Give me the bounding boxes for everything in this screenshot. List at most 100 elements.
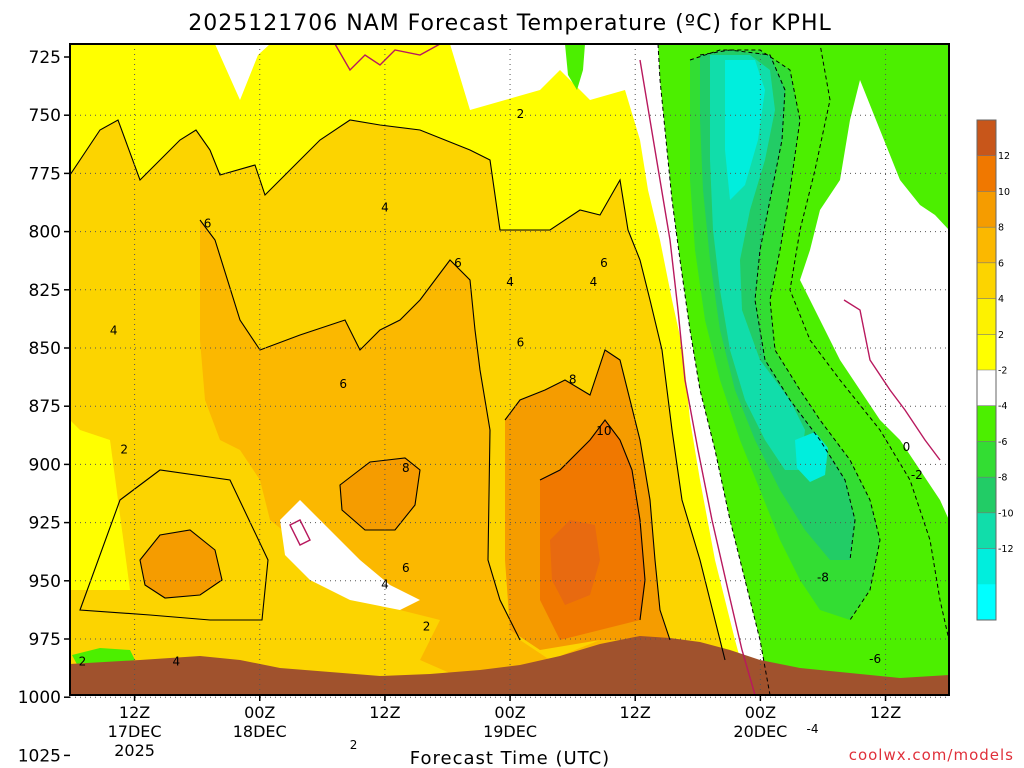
y-tick-label-1025: 1025 [18, 746, 61, 766]
contour-label: 6 [454, 256, 462, 270]
contour-minus-4c [740, 44, 949, 641]
colorbar-label: -12 [998, 544, 1014, 555]
contour-label: 4 [590, 275, 598, 289]
x-tick-label-time: 00Z [745, 703, 776, 722]
gridlines [70, 44, 949, 698]
contour-label: -6 [869, 652, 881, 666]
colorbar-label: 10 [998, 187, 1010, 198]
contour-lines [70, 119, 726, 661]
colorbar-label: 6 [998, 258, 1004, 269]
contour-minus-8c [699, 49, 856, 561]
colorbar-swatch [977, 262, 996, 300]
contour-0c-a [639, 59, 756, 695]
colorbar-swatch [977, 512, 996, 550]
colorbar-label: -2 [998, 366, 1007, 377]
y-tick-label-850: 850 [29, 339, 61, 359]
contour-label: 4 [110, 324, 118, 338]
plot-area [70, 44, 949, 695]
contour-label: 6 [402, 561, 410, 575]
contour-6c-west [139, 529, 223, 599]
x-tick-label-time: 12Z [870, 703, 901, 722]
band-6-8c-region [200, 220, 700, 695]
y-tick-label-800: 800 [29, 223, 61, 243]
x-tick-label-time: 00Z [494, 703, 525, 722]
colorbar-legend: 12 10 8 6 4 2 -2 -4 -6 -8 -10 -12 [976, 119, 1014, 621]
colorbar-swatch [977, 298, 996, 335]
colorbar-swatch [977, 477, 996, 514]
colorbar-swatch [977, 405, 996, 442]
x-tick-label-date: 17DEC [108, 722, 162, 741]
colorbar-swatch [977, 334, 996, 371]
colorbar-label: -6 [998, 437, 1007, 448]
x-tick-label-date: 18DEC [233, 722, 287, 741]
contour-8c [504, 349, 671, 641]
contour-label: 6 [600, 256, 608, 270]
contour-label: 10 [596, 424, 611, 438]
contour-label: 4 [506, 275, 514, 289]
colorbar-label: 4 [998, 294, 1004, 305]
contour-8c-center [339, 457, 421, 531]
contour-label: 0 [903, 440, 911, 454]
contour-2c [70, 119, 726, 661]
band-minus-2-0c-region [800, 44, 949, 695]
contour-label: 2 [79, 654, 87, 668]
y-tick-label-1000: 1000 [18, 688, 61, 708]
contour-4c-west [79, 469, 269, 621]
x-tick-label-time: 12Z [119, 703, 150, 722]
y-tick-label-925: 925 [29, 514, 61, 534]
y-tick-label-950: 950 [29, 572, 61, 592]
y-axis: 725 750 775 800 825 850 875 900 925 950 975 1000 102… [18, 48, 70, 766]
contour-label: 2 [517, 107, 525, 121]
contour-label: 6 [517, 335, 525, 349]
colorbar-label: -8 [998, 473, 1007, 484]
contour-0c-b [334, 44, 441, 72]
contour-label: 6 [204, 217, 212, 231]
colorbar-swatch [977, 191, 996, 228]
freezing-contours [289, 44, 941, 695]
y-tick-label-725: 725 [29, 48, 61, 68]
terrain-ground-region [70, 636, 949, 695]
contour-label: 8 [402, 461, 410, 475]
y-tick-label-900: 900 [29, 455, 61, 475]
x-tick-label-year: 2025 [114, 741, 155, 760]
contour-minus-6c [689, 49, 881, 621]
contour-0c-d [289, 519, 311, 546]
colorbar-label: -10 [998, 508, 1014, 519]
contour-label: 2 [120, 442, 128, 456]
y-tick-label-875: 875 [29, 397, 61, 417]
y-tick-label-975: 975 [29, 630, 61, 650]
contour-label: 6 [339, 377, 347, 391]
colorbar-swatch [977, 584, 996, 621]
colorbar-swatch [977, 227, 996, 264]
colorbar-swatch [977, 441, 996, 478]
colorbar-label: -4 [998, 401, 1007, 412]
contour-label: 4 [172, 654, 180, 668]
chart-title: 2025121706 NAM Forecast Temperature (ºC)… [188, 11, 832, 36]
y-tick-label-825: 825 [29, 281, 61, 301]
contour-label: 2 [350, 738, 358, 752]
colorbar-swatch [977, 548, 996, 585]
x-tick-label-time: 12Z [369, 703, 400, 722]
cold-pocket-center-region [280, 500, 420, 610]
y-tick-label-775: 775 [29, 164, 61, 184]
colorbar-swatch [977, 155, 996, 192]
contour-minus-2c [657, 44, 771, 695]
colorbar-label: 2 [998, 330, 1004, 341]
x-axis-label: Forecast Time (UTC) [410, 748, 610, 768]
x-tick-label-time: 12Z [620, 703, 651, 722]
credit-link[interactable]: coolwx.com/models [849, 746, 1014, 764]
colorbar-swatch [977, 370, 996, 407]
colorbar-label: 12 [998, 151, 1010, 162]
band-below-minus-12c-region [725, 60, 828, 482]
warm-pocket-top-left-region [94, 185, 118, 272]
x-tick-label-date: 19DEC [483, 722, 537, 741]
contour-label: 4 [381, 200, 389, 214]
contour-6c [199, 219, 521, 641]
cold-strip-minus-2-region [565, 44, 585, 90]
colorbar-label: 8 [998, 223, 1004, 234]
contour-label: 2 [423, 619, 431, 633]
contour-0c-c [843, 299, 941, 461]
warm-pocket-center-region [340, 458, 420, 530]
